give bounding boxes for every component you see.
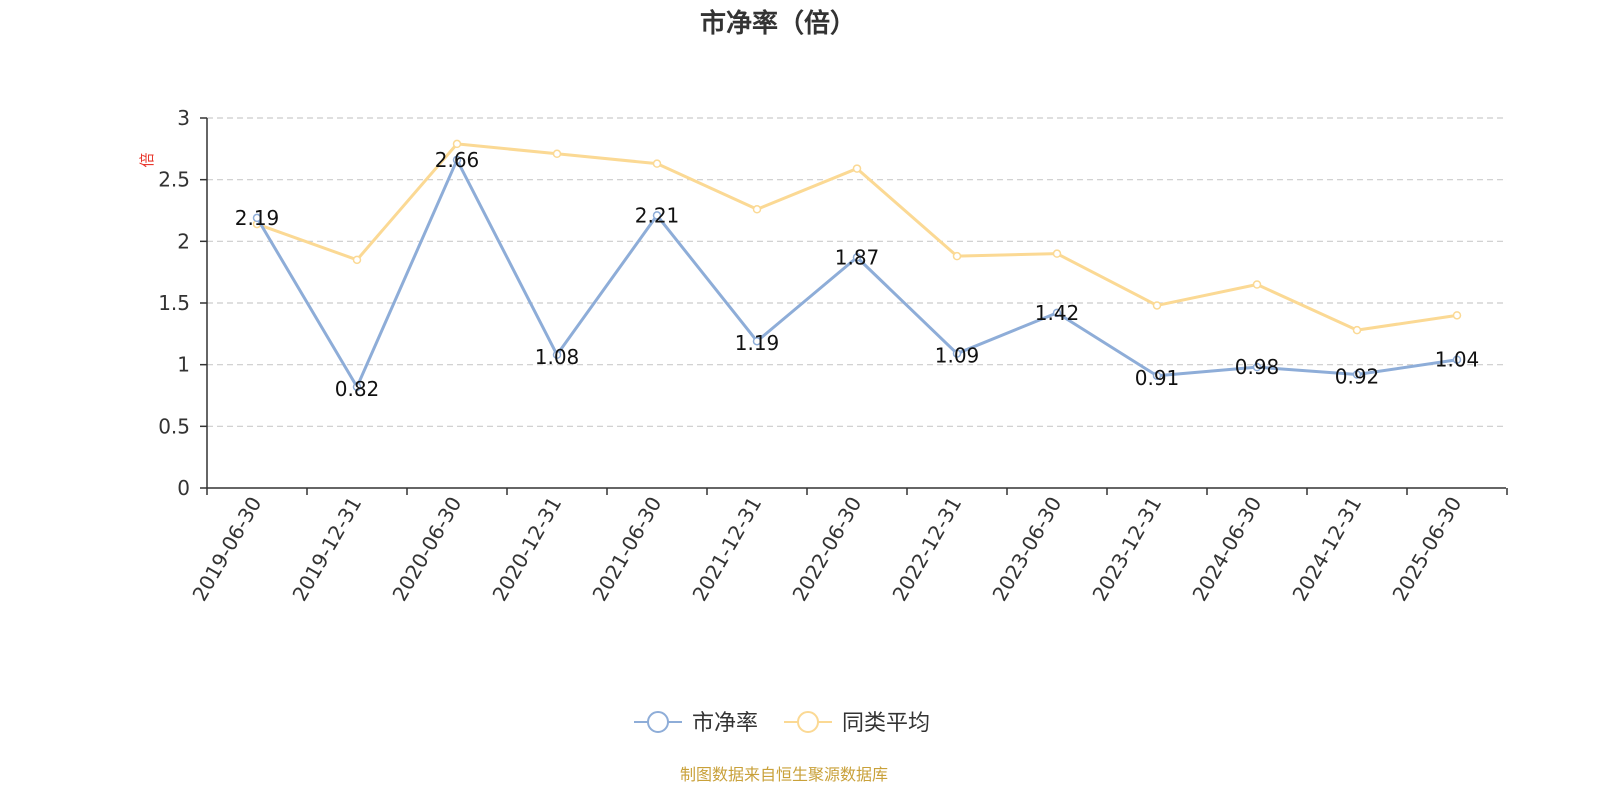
data-point: [1152, 371, 1162, 381]
x-tick-label: 2024-06-30: [1187, 493, 1266, 606]
data-point: [1452, 355, 1462, 364]
legend-marker-icon: [647, 711, 669, 733]
data-label: 1.09: [935, 344, 980, 368]
y-axis-ticks: 0 0.5 1 1.5 2 2.5 3: [158, 106, 207, 500]
data-point: [452, 155, 462, 165]
x-tick-label: 2020-06-30: [387, 493, 466, 606]
legend-label: 市净率: [692, 711, 758, 736]
legend-marker-icon: [797, 711, 819, 733]
data-label: 2.19: [235, 206, 280, 230]
data-label: 1.87: [835, 245, 880, 269]
data-label: 1.19: [735, 331, 780, 355]
data-point: [852, 253, 862, 262]
y-tick-label: 0: [177, 476, 190, 500]
data-label: 0.82: [335, 377, 380, 401]
data-label: 1.04: [1435, 348, 1480, 372]
legend-item-pb-ratio[interactable]: 市净率: [634, 711, 758, 736]
data-point: [1352, 370, 1362, 379]
data-point: [552, 149, 562, 159]
legend-label: 同类平均: [842, 711, 930, 736]
series-group: [252, 139, 1462, 392]
data-label: 0.98: [1235, 355, 1280, 379]
data-point: [252, 213, 262, 223]
data-label: 1.08: [535, 345, 580, 369]
data-point: [1252, 362, 1262, 372]
gridlines: [207, 117, 1506, 427]
y-tick-label: 1: [177, 353, 190, 377]
data-point: [1352, 325, 1362, 335]
legend[interactable]: 市净率 同类平均: [634, 711, 930, 736]
x-tick-label: 2019-06-30: [187, 493, 266, 606]
y-tick-label: 1.5: [158, 291, 190, 315]
y-axis-unit-label: 倍: [138, 152, 156, 167]
data-point: [1152, 301, 1162, 310]
data-source-note: 制图数据来自恒生聚源数据库: [680, 765, 888, 784]
data-point: [852, 164, 862, 173]
x-tick-label: 2023-12-31: [1087, 493, 1166, 606]
data-label: 2.21: [635, 203, 680, 227]
data-point: [752, 205, 762, 214]
x-tick-label: 2025-06-30: [1387, 493, 1466, 606]
x-tick-label: 2020-12-31: [487, 493, 566, 606]
y-tick-label: 3: [177, 106, 190, 130]
data-point: [1252, 280, 1262, 289]
y-tick-label: 0.5: [158, 414, 190, 438]
x-tick-label: 2019-12-31: [287, 493, 366, 606]
x-tick-label: 2023-06-30: [987, 493, 1066, 606]
data-point: [1052, 308, 1062, 318]
x-axis-ticks: 2019-06-30 2019-12-31 2020-06-30 2020-12-31…: [187, 488, 1508, 606]
legend-item-peer-average[interactable]: 同类平均: [784, 711, 930, 736]
data-label: 2.66: [435, 148, 480, 172]
y-tick-label: 2: [177, 229, 190, 253]
x-tick-label: 2021-12-31: [687, 493, 766, 606]
series-line-pb-ratio: [255, 158, 1458, 389]
x-tick-label: 2024-12-31: [1287, 493, 1366, 606]
data-point: [952, 349, 962, 358]
data-point: [652, 211, 662, 220]
chart-title: 市净率（倍）: [700, 8, 856, 39]
data-point: [652, 159, 662, 168]
x-tick-label: 2021-06-30: [587, 493, 666, 606]
data-labels: 2.19 0.82 2.66 1.08 2.21 1.19 1.87 1.09 1.42 0.91…: [235, 148, 1480, 401]
data-point: [752, 336, 762, 346]
data-point: [952, 251, 962, 261]
data-point: [1452, 311, 1462, 320]
y-tick-label: 2.5: [158, 168, 190, 192]
x-tick-label: 2022-12-31: [887, 493, 966, 606]
x-tick-label: 2022-06-30: [787, 493, 866, 606]
data-point: [552, 350, 562, 360]
data-point: [1052, 249, 1062, 258]
data-label: 0.91: [1135, 366, 1180, 390]
data-label: 0.92: [1335, 365, 1380, 389]
data-label: 1.42: [1035, 301, 1080, 325]
data-point: [352, 255, 362, 265]
data-point: [352, 382, 362, 392]
data-point: [452, 139, 462, 149]
